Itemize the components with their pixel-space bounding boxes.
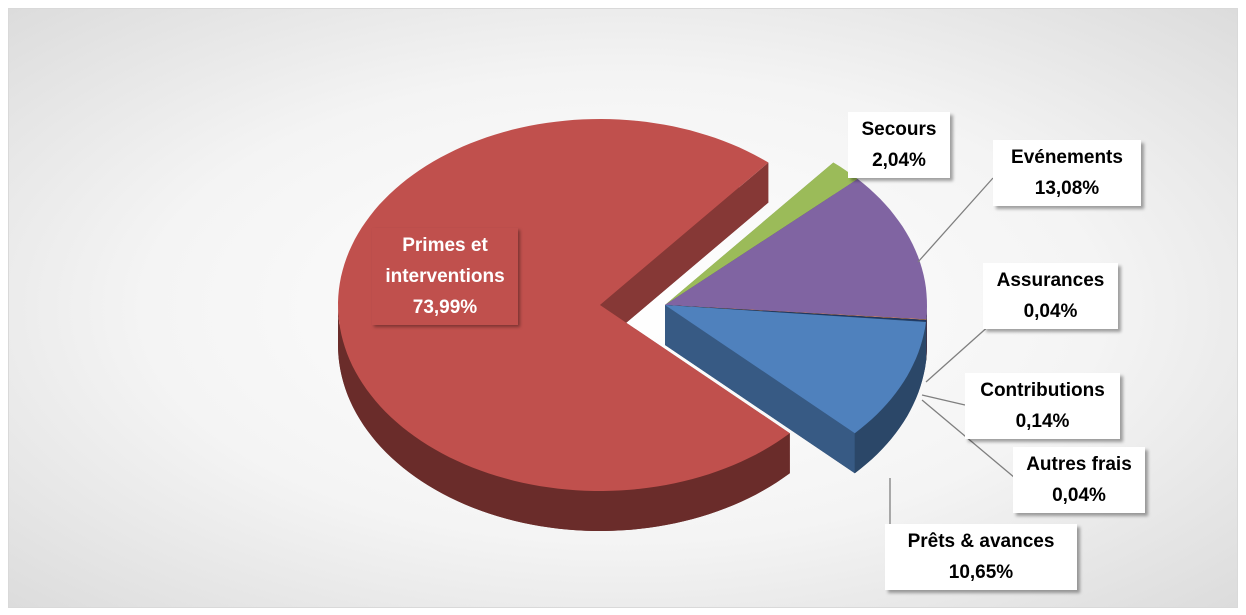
data-label: Contributions 0,14% bbox=[965, 373, 1120, 439]
slice bbox=[665, 305, 926, 474]
slice-wall bbox=[665, 305, 855, 474]
slice-top bbox=[665, 179, 927, 320]
label-value: 0,14% bbox=[1015, 411, 1070, 432]
label-value: 2,04% bbox=[872, 150, 926, 171]
slice-side bbox=[926, 305, 927, 360]
leader-line bbox=[921, 394, 966, 406]
label-name: Assurances bbox=[996, 270, 1105, 291]
leader-line bbox=[921, 399, 1016, 479]
data-label: Secours 2,04% bbox=[848, 112, 950, 178]
label-name: Autres frais bbox=[1026, 454, 1132, 475]
label-name: Evénements bbox=[1011, 147, 1123, 168]
slice-wall bbox=[600, 162, 769, 345]
data-label: Prêts & avances 10,65% bbox=[885, 524, 1077, 590]
label-value: 0,04% bbox=[1023, 301, 1078, 322]
label-name: Contributions bbox=[980, 380, 1105, 401]
label-value: 10,65% bbox=[948, 562, 1014, 583]
data-label: Primes et interventions 73,99% bbox=[372, 228, 518, 325]
label-name: Prêts & avances bbox=[907, 531, 1055, 552]
leader-line bbox=[917, 177, 994, 263]
label-value: 73,99% bbox=[412, 297, 478, 318]
slice-top bbox=[338, 119, 790, 491]
slice-top bbox=[665, 305, 926, 434]
slice-top bbox=[665, 305, 927, 322]
data-label: Autres frais 0,04% bbox=[1013, 447, 1145, 513]
label-value: 0,04% bbox=[1052, 485, 1106, 506]
label-name: Primes et interventions bbox=[385, 235, 505, 287]
slice-top bbox=[665, 305, 927, 320]
slice-side bbox=[338, 305, 790, 531]
slice-side bbox=[854, 322, 926, 474]
label-name: Secours bbox=[861, 119, 937, 140]
slice-top bbox=[665, 162, 858, 305]
label-value: 13,08% bbox=[1034, 178, 1100, 199]
data-label: Assurances 0,04% bbox=[983, 263, 1118, 329]
data-label: Evénements 13,08% bbox=[993, 140, 1141, 206]
slice-top bbox=[665, 305, 926, 322]
